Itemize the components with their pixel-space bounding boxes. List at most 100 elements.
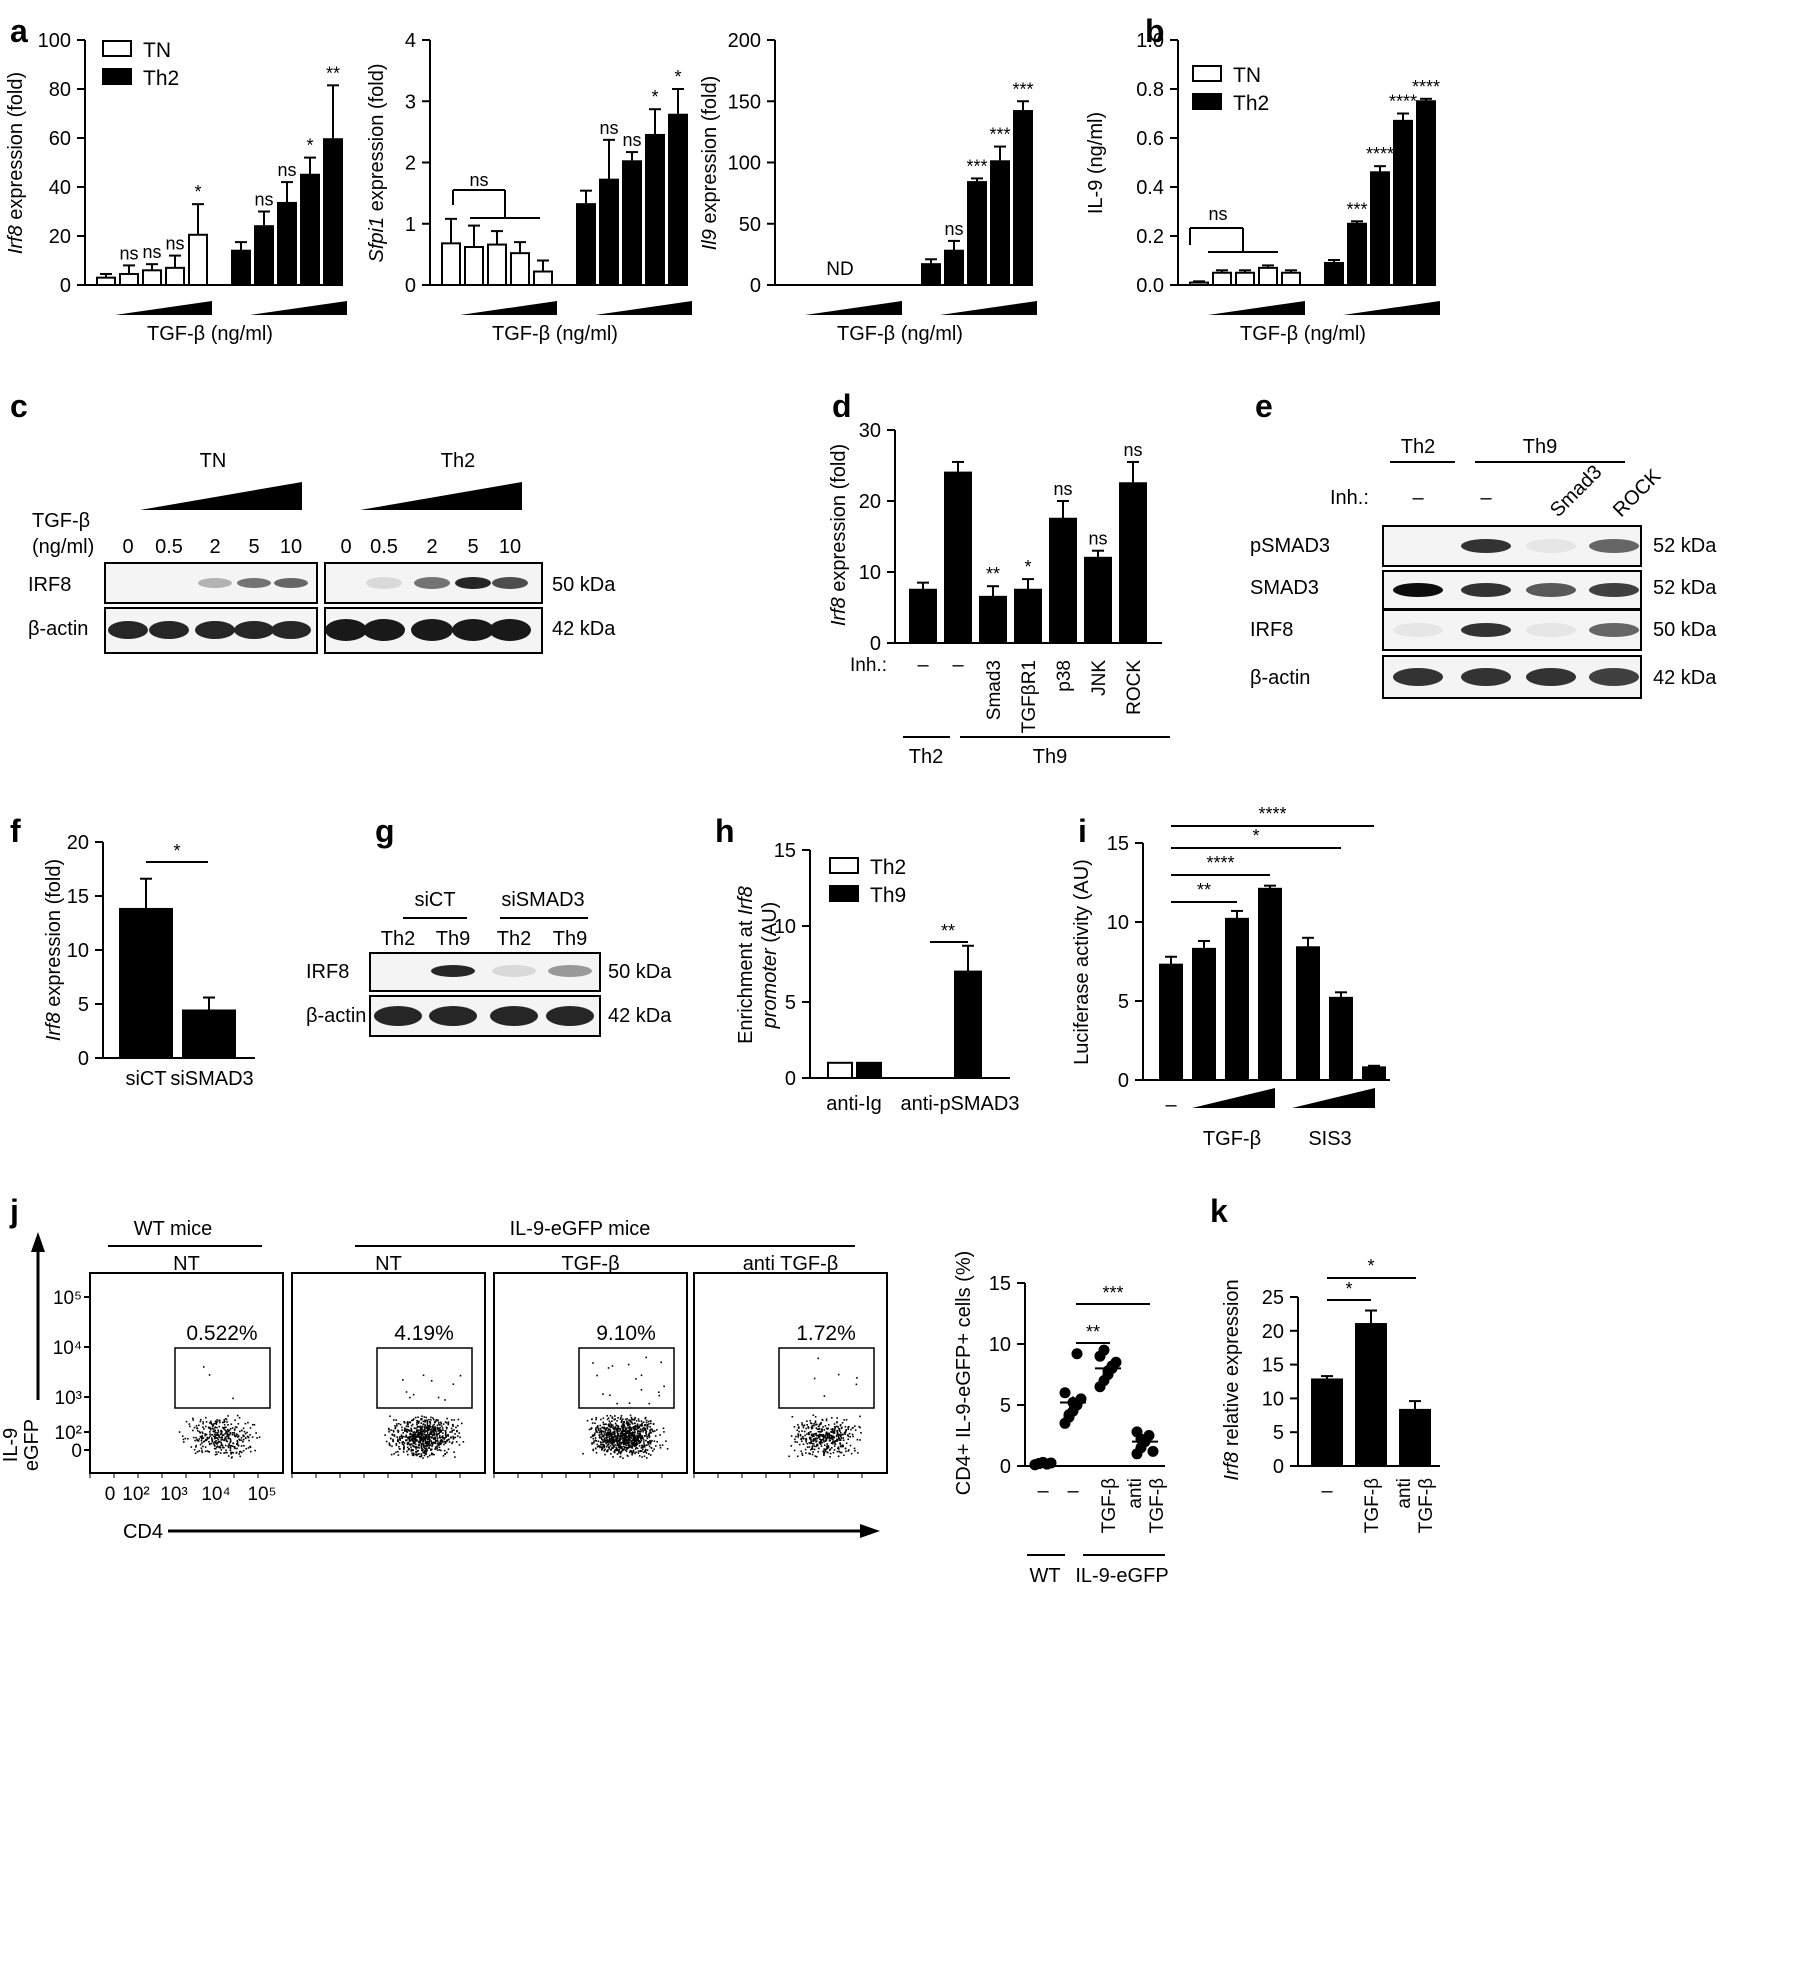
flow-event [599,1437,601,1439]
blot-band [195,621,235,639]
flow-event [442,1429,444,1431]
flow-event [399,1448,401,1450]
flow-event [433,1432,436,1434]
flow-event [801,1454,804,1456]
flow-event [219,1419,221,1422]
flow-event [596,1443,599,1446]
flow-event [639,1440,642,1443]
bar-Th2 [990,160,1010,286]
flow-event [217,1431,220,1433]
flow-event [815,1441,817,1443]
flow-event [658,1391,660,1394]
flow-event [640,1430,642,1433]
flow-event [432,1418,435,1421]
flow-event [592,1362,594,1364]
flow-event [604,1429,607,1432]
flow-event [812,1440,815,1442]
flow-event [384,1434,386,1436]
flow-event [430,1436,433,1439]
flow-event [632,1444,635,1447]
flow-event [397,1431,400,1433]
blot-band [274,578,308,588]
flow-event [421,1434,424,1436]
flow-event [811,1448,813,1450]
flow-event [837,1436,840,1438]
flow-event [822,1438,824,1441]
flow-event [203,1428,205,1430]
flow-event [633,1429,636,1431]
flow-event [845,1442,848,1445]
blot-band [234,621,274,639]
flow-event [229,1439,232,1441]
flow-event [434,1448,436,1450]
blot-band [1589,539,1639,553]
flow-event [825,1418,828,1420]
flow-event [630,1432,632,1435]
legend-swatch [1192,93,1222,110]
flow-event [610,1425,613,1427]
flow-event [611,1417,614,1419]
flow-event [594,1422,596,1425]
flow-event [422,1440,424,1442]
flow-event [800,1450,803,1453]
flow-event [627,1444,630,1446]
flow-event [626,1418,628,1420]
flow-event [438,1429,440,1432]
flow-gate [778,1347,875,1409]
flow-event [418,1455,421,1458]
significance-label: *** [989,125,1010,145]
flow-event [408,1435,411,1438]
flow-event [801,1424,803,1426]
flow-x-arrowhead [860,1524,880,1538]
flow-event [607,1367,610,1369]
flow-event [617,1427,620,1430]
flow-plot-title: NT [375,1253,402,1275]
flow-x-tick: 10⁵ [247,1484,276,1505]
flow-event [448,1438,450,1441]
flow-event [242,1438,245,1441]
flow-event [808,1452,811,1455]
flow-event [818,1447,820,1450]
flow-event [433,1433,436,1436]
bar-TN [533,270,553,286]
flow-event [211,1425,214,1428]
flow-event [617,1417,619,1419]
y-tick-label: 0 [1273,1456,1284,1478]
flow-event [622,1421,625,1423]
flow-event [639,1430,641,1433]
flow-event [428,1443,430,1446]
flow-event [841,1421,844,1424]
flow-event [639,1432,641,1435]
dose-label: 2 [209,536,220,558]
flow-event [440,1442,443,1444]
flow-event [391,1445,393,1448]
flow-event [600,1418,602,1421]
flow-event [618,1438,621,1441]
flow-event [614,1415,616,1417]
flow-event [610,1423,613,1426]
flow-event [839,1451,842,1454]
flow-event [640,1420,643,1422]
flow-event [246,1431,248,1434]
bar-TN [188,233,208,286]
y-tick-label: 2 [405,153,416,175]
category-label: – [917,654,929,676]
flow-event [436,1445,439,1448]
flow-event [830,1428,833,1431]
flow-event [385,1440,388,1443]
flow-event [816,1444,819,1447]
y-label-italic: Irf8 [735,886,757,915]
flow-event [432,1433,434,1436]
flow-event [420,1445,423,1448]
flow-event [642,1421,645,1424]
flow-event [224,1451,227,1454]
flow-event [444,1453,446,1456]
flow-event [631,1447,634,1449]
category-label: – [1067,1480,1079,1502]
flow-event [634,1440,636,1443]
flow-event [608,1425,611,1428]
flow-event [813,1435,815,1437]
flow-event [595,1416,598,1419]
flow-event [595,1427,597,1429]
flow-event [420,1443,423,1446]
